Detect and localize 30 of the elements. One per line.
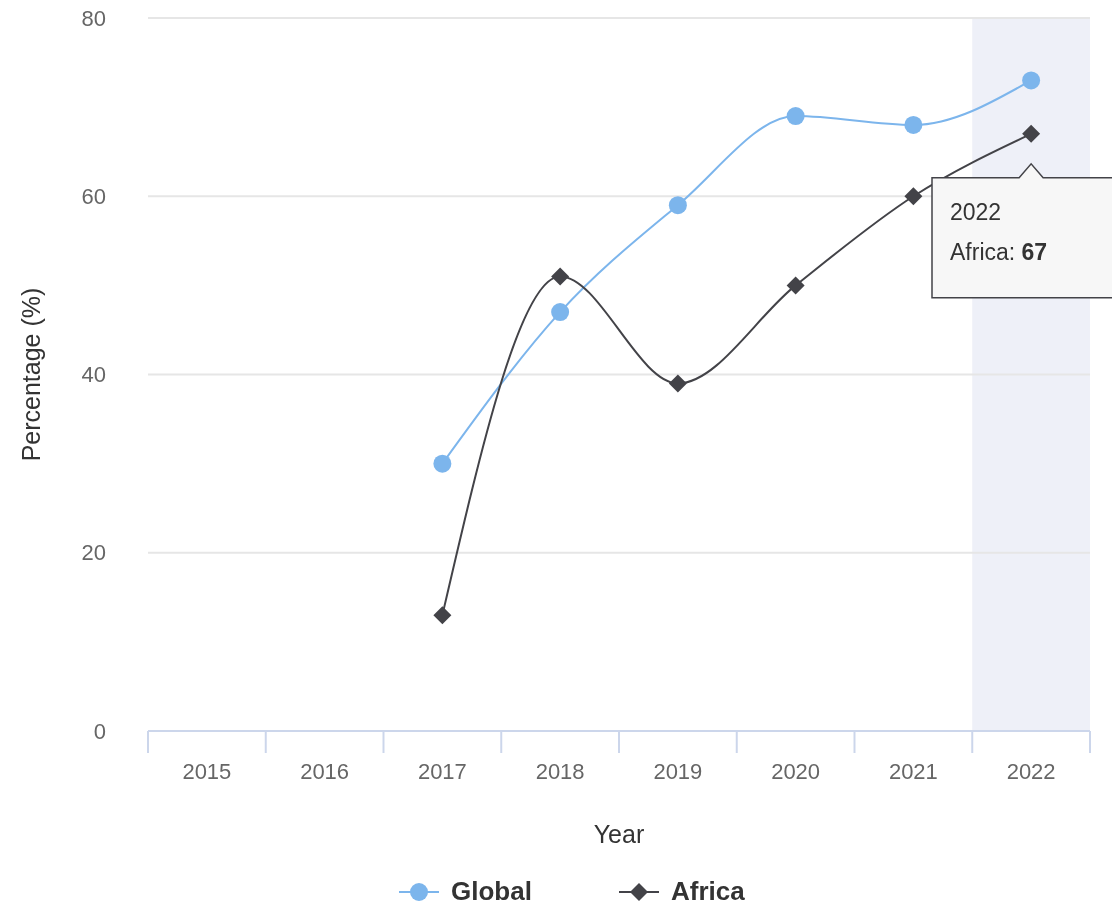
x-tick-label: 2021 bbox=[888, 759, 938, 784]
point bbox=[786, 107, 805, 126]
x-tick-label: 2018 bbox=[535, 759, 585, 784]
legend-label: Global bbox=[451, 876, 532, 906]
point bbox=[433, 454, 452, 473]
y-tick-label: 0 bbox=[93, 718, 106, 744]
x-tick-label: 2022 bbox=[1006, 759, 1056, 784]
x-tick-label: 2015 bbox=[182, 759, 232, 784]
point bbox=[904, 187, 923, 206]
point bbox=[786, 276, 805, 295]
y-tick-label: 60 bbox=[81, 183, 106, 209]
point bbox=[668, 196, 687, 215]
annotation: 2022 Africa: 67 bbox=[950, 198, 1048, 265]
x-tick-label: 2019 bbox=[653, 759, 703, 784]
point bbox=[433, 606, 452, 625]
point bbox=[1022, 71, 1041, 90]
x-axis-title: Year bbox=[593, 820, 645, 848]
legend-label: Africa bbox=[671, 876, 746, 906]
x-tick-label: 2017 bbox=[417, 759, 467, 784]
x-tick-label: 2020 bbox=[771, 759, 821, 784]
x-tick-label: 2016 bbox=[300, 759, 350, 784]
point bbox=[668, 374, 687, 393]
y-axis-title: Percentage (%) bbox=[17, 287, 45, 462]
point bbox=[904, 115, 923, 134]
point bbox=[551, 303, 570, 322]
y-tick-label: 80 bbox=[81, 5, 106, 31]
y-tick-label: 40 bbox=[81, 362, 106, 388]
point bbox=[1022, 124, 1041, 143]
point bbox=[551, 267, 570, 286]
y-tick-label: 20 bbox=[81, 540, 106, 566]
